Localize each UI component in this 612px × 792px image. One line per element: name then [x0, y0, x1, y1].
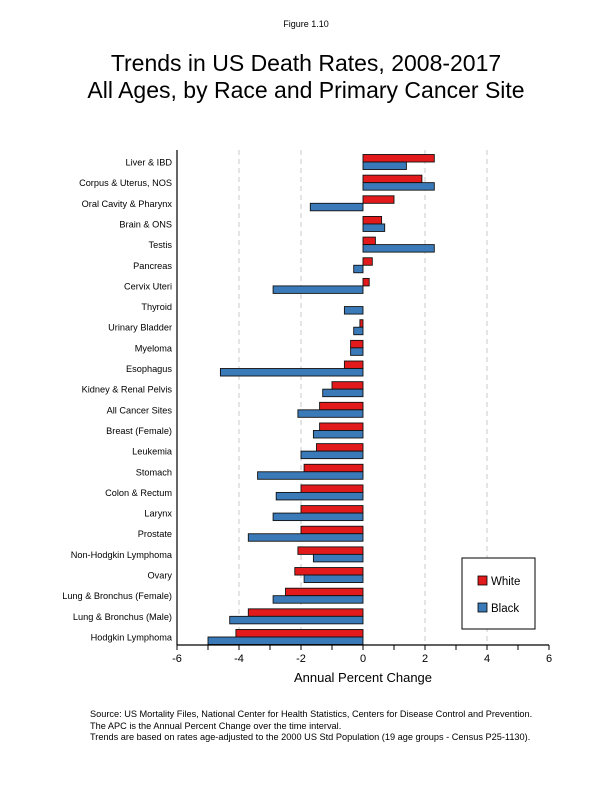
category-label: Stomach [136, 467, 172, 477]
category-label: Non-Hodgkin Lymphoma [71, 550, 173, 560]
category-label: Hodgkin Lymphoma [91, 633, 173, 643]
bar-black [247, 533, 364, 542]
category-label: Thyroid [141, 302, 172, 312]
bar-black [312, 430, 364, 439]
chart-title-line-2: All Ages, by Race and Primary Cancer Sit… [87, 77, 525, 103]
bar-white [235, 629, 364, 638]
bar-white [300, 525, 364, 535]
category-label: Larynx [144, 509, 172, 519]
category-label: Lung & Bronchus (Male) [73, 612, 172, 622]
category-label: Ovary [147, 571, 172, 581]
bar-black [207, 636, 364, 645]
bar-black [362, 161, 407, 170]
bar-white [331, 381, 364, 390]
bar-black [312, 553, 364, 563]
legend: White Black [461, 557, 536, 630]
bar-black [353, 264, 364, 274]
legend-swatch-white [477, 575, 488, 586]
bar-white [319, 422, 364, 431]
bar-black [303, 574, 364, 583]
source-notes: Source: US Mortality Files, National Cen… [90, 709, 532, 744]
category-label: Breast (Female) [106, 426, 172, 436]
bar-white [359, 319, 364, 328]
category-label: All Cancer Sites [107, 405, 173, 415]
bar-white [362, 236, 376, 246]
bars [207, 154, 435, 645]
bar-black [257, 471, 364, 480]
bar-white [247, 608, 364, 617]
bar-white [285, 587, 364, 597]
bar-black [219, 368, 364, 377]
x-tick-labels: -6 -4 -2 0 2 4 6 [172, 653, 552, 665]
bar-white [303, 463, 364, 473]
bar-white [362, 277, 370, 287]
x-tick-label: 4 [484, 653, 490, 665]
figure-label: Figure 1.10 [283, 19, 329, 29]
bar-white [362, 216, 383, 225]
x-tick-label: -4 [234, 653, 244, 665]
gridlines [238, 150, 488, 645]
bar-white [294, 567, 364, 576]
x-tick-label: 0 [360, 653, 366, 665]
bar-black [362, 223, 386, 232]
category-label: Testis [149, 240, 173, 250]
category-label: Oral Cavity & Pharynx [82, 199, 173, 209]
bar-white [300, 505, 364, 514]
x-tick-label: 6 [546, 653, 552, 665]
bar-black [362, 182, 435, 191]
legend-label-white: White [491, 576, 520, 588]
bar-black [297, 409, 364, 418]
legend-box [461, 557, 536, 630]
bar-white [316, 443, 364, 452]
legend-label-black: Black [491, 603, 519, 615]
bar-white [297, 546, 364, 555]
source-note-line: The APC is the Annual Percent Change ove… [90, 720, 342, 731]
x-tick-label: 2 [422, 653, 428, 665]
x-tick-label: -6 [172, 653, 182, 665]
bar-black [362, 244, 435, 253]
x-axis-label: Annual Percent Change [294, 670, 432, 685]
chart-title: Trends in US Death Rates, 2008-2017 All … [0, 50, 612, 104]
source-note-line: Trends are based on rates age-adjusted t… [90, 732, 531, 742]
bar-black [322, 388, 364, 398]
bar-white [362, 154, 435, 163]
bar-black [343, 306, 364, 315]
bar-white [343, 360, 364, 369]
bar-white [300, 484, 364, 493]
bar-black [300, 450, 364, 460]
bar-black [272, 285, 364, 294]
bar-black [350, 347, 364, 356]
bar-black [272, 595, 364, 604]
bar-black [275, 491, 364, 501]
category-label: Esophagus [126, 364, 172, 374]
category-label: Urinary Bladder [108, 323, 172, 333]
category-label: Brain & ONS [119, 219, 172, 229]
category-labels: Liver & IBD Corpus & Uterus, NOS Oral Cavi… [62, 158, 173, 643]
category-label: Corpus & Uterus, NOS [79, 178, 172, 188]
bar-black [309, 202, 364, 212]
bar-white [362, 174, 423, 184]
category-label: Lung & Bronchus (Female) [62, 591, 172, 601]
legend-swatch-black [477, 602, 488, 613]
category-label: Myeloma [135, 343, 173, 353]
bar-white [362, 257, 373, 266]
bar-white [319, 401, 364, 411]
bar-white [362, 195, 395, 204]
category-label: Leukemia [132, 447, 173, 457]
bar-black [272, 512, 364, 522]
bar-black [353, 326, 364, 336]
axes [176, 150, 550, 650]
category-label: Cervix Uteri [124, 281, 172, 291]
category-label: Prostate [138, 529, 172, 539]
category-label: Colon & Rectum [105, 488, 172, 498]
x-tick-label: -2 [296, 653, 306, 665]
source-note-line: Source: US Mortality Files, National Cen… [90, 709, 533, 719]
category-label: Pancreas [133, 261, 172, 271]
category-label: Liver & IBD [126, 158, 173, 168]
bar-black [229, 615, 364, 625]
category-label: Kidney & Renal Pelvis [82, 385, 173, 395]
chart-title-line-1: Trends in US Death Rates, 2008-2017 [110, 50, 502, 76]
bar-white [350, 339, 364, 349]
